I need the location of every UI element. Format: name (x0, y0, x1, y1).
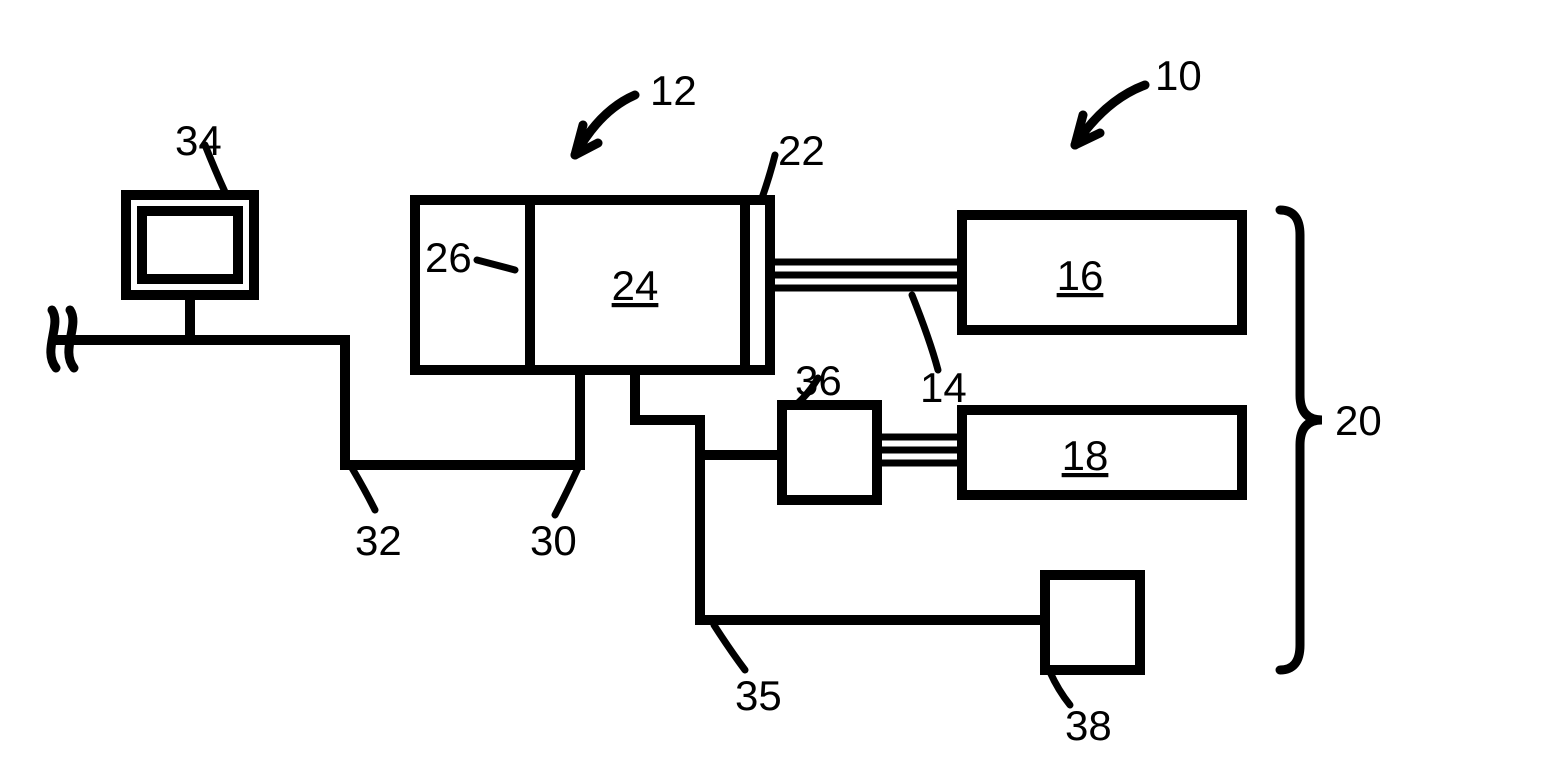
label-20: 20 (1335, 397, 1382, 444)
label-12: 12 (650, 67, 697, 114)
bus-14-bottom (877, 437, 962, 463)
label-34: 34 (175, 117, 222, 164)
bracket-20 (1280, 210, 1322, 670)
block-38 (1045, 575, 1140, 670)
leader-26 (477, 260, 515, 270)
label-22: 22 (778, 127, 825, 174)
leader-35 (714, 625, 745, 670)
bus-32 (60, 340, 580, 465)
label-26: 26 (425, 234, 472, 281)
label-36: 36 (795, 357, 842, 404)
block-12 (415, 200, 770, 370)
leader-30 (555, 468, 578, 515)
label-10: 10 (1155, 52, 1202, 99)
leader-38 (1050, 672, 1070, 705)
leader-22 (762, 155, 775, 198)
leader-32 (352, 468, 375, 510)
bus-35 (635, 420, 1045, 620)
block-34 (126, 195, 254, 340)
label-32: 32 (355, 517, 402, 564)
wires-30 (580, 370, 635, 465)
block-diagram: 10 12 14 16 18 20 22 24 26 30 32 34 35 3… (0, 0, 1550, 763)
label-35: 35 (735, 672, 782, 719)
arrow-10 (1075, 85, 1145, 145)
label-14: 14 (920, 364, 967, 411)
block-36 (782, 405, 877, 500)
bus-14-top (770, 262, 962, 288)
leader-14 (912, 295, 938, 370)
label-30: 30 (530, 517, 577, 564)
arrow-12 (575, 95, 635, 155)
label-18: 18 (1062, 432, 1109, 479)
label-16: 16 (1057, 252, 1104, 299)
label-38: 38 (1065, 702, 1112, 749)
label-24: 24 (612, 262, 659, 309)
